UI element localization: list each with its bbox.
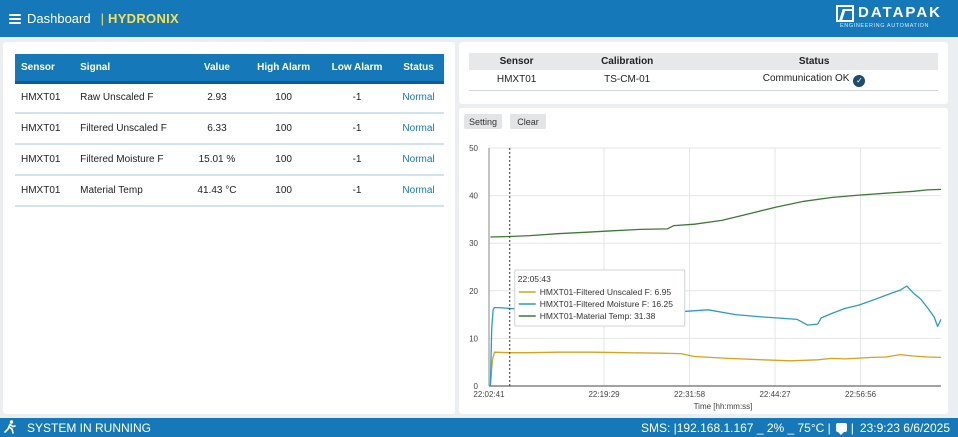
brand-name: HYDRONIX	[108, 11, 180, 26]
table-header-row: Sensor Signal Value High Alarm Low Alarm…	[15, 54, 444, 84]
tooltip-time: 22:05:43	[518, 274, 551, 284]
top-bar: Dashboard | HYDRONIX DATAPAK ENGINEERING…	[0, 0, 958, 37]
cell-low-alarm: -1	[320, 144, 394, 176]
logo-tagline: ENGINEERING AUTOMATION	[840, 23, 930, 29]
cell-signal: Filtered Unscaled F	[74, 113, 188, 145]
col-calibration: Calibration	[564, 53, 691, 70]
calibration-row: HMXT01 TS-CM-01 Communication OK ✓	[469, 70, 938, 91]
clear-button[interactable]: Clear	[510, 114, 546, 129]
system-status: SYSTEM IN RUNNING	[27, 420, 152, 435]
x-tick-label: 22:56:56	[845, 390, 877, 399]
cell-sensor: HMXT01	[15, 82, 75, 114]
cell-sensor: HMXT01	[15, 113, 75, 145]
table-row: HMXT01 Raw Unscaled F 2.93 100 -1 Normal	[15, 82, 444, 114]
cell-signal: Raw Unscaled F	[74, 82, 188, 114]
cell-low-alarm: -1	[320, 175, 394, 207]
cell-status: Communication OK ✓	[690, 70, 938, 91]
cell-value: 41.43 °C	[187, 175, 247, 207]
col-sensor: Sensor	[469, 53, 565, 70]
col-signal: Signal	[74, 54, 188, 84]
col-sensor: Sensor	[15, 54, 75, 84]
cell-status: Normal	[393, 82, 444, 114]
tooltip-entry: HMXT01-Filtered Moisture F: 16.25	[540, 299, 673, 309]
cell-high-alarm: 100	[246, 113, 321, 145]
calibration-table: Sensor Calibration Status HMXT01 TS-CM-0…	[469, 53, 938, 91]
logo-text: DATAPAK	[858, 4, 942, 21]
cell-value: 6.33	[187, 113, 247, 145]
cell-high-alarm: 100	[246, 82, 321, 114]
cell-high-alarm: 100	[246, 175, 321, 207]
calibration-panel: Sensor Calibration Status HMXT01 TS-CM-0…	[459, 42, 948, 104]
setting-button[interactable]: Setting	[464, 114, 502, 129]
cell-sensor: HMXT01	[469, 70, 565, 91]
cell-status: Normal	[393, 175, 444, 207]
cell-sensor: HMXT01	[15, 144, 75, 176]
sensor-signals-panel: Sensor Signal Value High Alarm Low Alarm…	[3, 42, 455, 414]
chart-tooltip	[514, 269, 686, 327]
cell-sensor: HMXT01	[15, 175, 75, 207]
col-high-alarm: High Alarm	[246, 54, 321, 84]
y-tick-label: 0	[474, 382, 479, 391]
col-low-alarm: Low Alarm	[320, 54, 394, 84]
sms-status: SMS: |192.168.1.167 _ 2% _ 75°C |	[640, 420, 831, 435]
col-value: Value	[187, 54, 247, 84]
col-status: Status	[690, 53, 938, 70]
title-separator: |	[100, 11, 104, 26]
status-bar-right: SMS: |192.168.1.167 _ 2% _ 75°C | | 23:9…	[640, 420, 950, 435]
status-text: Communication OK	[762, 73, 850, 84]
cell-status: Normal	[393, 144, 444, 176]
col-status: Status	[393, 54, 444, 84]
y-tick-label: 10	[469, 334, 478, 343]
cell-value: 15.01 %	[187, 144, 247, 176]
sensor-signals-table: Sensor Signal Value High Alarm Low Alarm…	[15, 54, 444, 207]
trend-chart-panel: 0 10 20 30 40 50 22:02:41 22:19:29 22:31:58 22:44…	[459, 108, 948, 414]
cell-value: 2.93	[187, 82, 247, 114]
series-line	[489, 351, 942, 387]
cell-low-alarm: -1	[320, 82, 394, 114]
cell-signal: Filtered Moisture F	[74, 144, 188, 176]
cell-status: Normal	[393, 113, 444, 145]
calibration-header-row: Sensor Calibration Status	[469, 53, 938, 70]
y-tick-label: 20	[469, 287, 478, 296]
trend-chart[interactable]: 0 10 20 30 40 50 22:02:41 22:19:29 22:31:58 22:44…	[459, 108, 948, 414]
x-tick-label: 22:31:58	[674, 390, 706, 399]
tooltip-entry: HMXT01-Filtered Unscaled F: 6.95	[540, 287, 672, 297]
check-circle-icon: ✓	[853, 74, 866, 87]
x-tick-label: 22:02:41	[473, 390, 505, 399]
cell-calibration: TS-CM-01	[564, 70, 691, 91]
y-tick-label: 50	[469, 144, 478, 153]
running-person-icon	[4, 420, 16, 434]
cell-signal: Material Temp	[74, 175, 188, 207]
status-bar: SYSTEM IN RUNNING SMS: |192.168.1.167 _ …	[0, 418, 958, 437]
table-row: HMXT01 Filtered Unscaled F 6.33 100 -1 N…	[15, 113, 444, 145]
y-tick-label: 40	[469, 192, 478, 201]
cell-low-alarm: -1	[320, 113, 394, 145]
series-line	[490, 188, 942, 238]
page-title: Dashboard	[27, 11, 91, 26]
system-datetime: 23:9:23 6/6/2025	[859, 420, 950, 435]
table-row: HMXT01 Material Temp 41.43 °C 100 -1 Nor…	[15, 175, 444, 207]
datapak-logo: DATAPAK ENGINEERING AUTOMATION	[836, 4, 948, 32]
x-tick-label: 22:44:27	[759, 390, 791, 399]
table-row: HMXT01 Filtered Moisture F 15.01 % 100 -…	[15, 144, 444, 176]
y-tick-label: 30	[469, 239, 478, 248]
hamburger-menu-icon[interactable]	[9, 13, 21, 24]
x-axis-label: Time [hh:mm:ss]	[694, 402, 753, 411]
message-icon[interactable]	[835, 423, 847, 435]
cell-high-alarm: 100	[246, 144, 321, 176]
tooltip-entry: HMXT01-Material Temp: 31.38	[540, 311, 656, 321]
x-tick-label: 22:19:29	[588, 390, 620, 399]
datapak-logo-mark-icon	[836, 5, 854, 22]
